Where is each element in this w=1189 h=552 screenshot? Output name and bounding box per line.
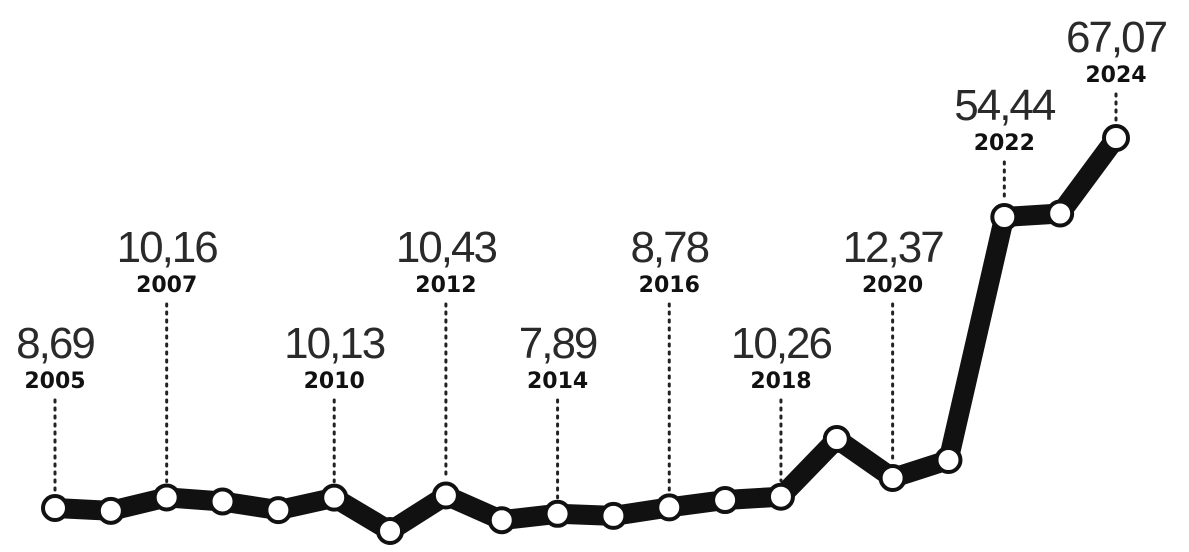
data-point-2009 — [264, 496, 293, 525]
data-point-2019 — [822, 425, 851, 453]
data-points — [41, 124, 1130, 545]
data-point-2006 — [96, 496, 125, 525]
value-label-2005: 8,69 — [16, 319, 94, 368]
year-label-2018: 2018 — [750, 369, 811, 394]
value-label-2014: 7,89 — [519, 319, 597, 368]
data-point-2022 — [990, 203, 1019, 231]
year-label-2022: 2022 — [974, 131, 1035, 156]
value-label-2016: 8,78 — [630, 223, 708, 272]
data-point-2011 — [376, 517, 405, 545]
data-point-2016 — [655, 493, 684, 522]
data-point-2021 — [934, 446, 963, 474]
data-point-2008 — [208, 487, 237, 516]
data-point-2024 — [1102, 124, 1130, 152]
data-point-2010 — [320, 483, 349, 512]
value-label-2024: 67,07 — [1066, 13, 1167, 62]
data-point-2012 — [431, 481, 460, 510]
data-point-2007 — [152, 483, 181, 512]
data-point-2013 — [487, 506, 516, 535]
year-label-2005: 2005 — [24, 369, 85, 394]
value-label-2007: 10,16 — [117, 223, 218, 272]
data-point-2017 — [711, 486, 740, 515]
value-label-2010: 10,13 — [284, 319, 385, 368]
year-label-2014: 2014 — [527, 369, 588, 394]
year-label-2010: 2010 — [304, 369, 365, 394]
year-label-2020: 2020 — [862, 273, 923, 298]
value-label-2018: 10,26 — [731, 319, 832, 368]
value-label-2012: 10,43 — [396, 223, 497, 272]
leader-lines — [53, 92, 1118, 500]
data-point-2005 — [41, 494, 69, 523]
year-label-2016: 2016 — [639, 273, 700, 298]
data-point-2020 — [878, 464, 907, 492]
data-labels: 8,69200510,16200710,13201010,4320127,892… — [16, 13, 1168, 394]
data-point-2018 — [766, 482, 795, 511]
year-label-2024: 2024 — [1085, 63, 1146, 88]
value-label-2020: 12,37 — [843, 223, 944, 272]
data-point-2014 — [543, 499, 572, 528]
data-point-2015 — [599, 501, 628, 530]
value-label-2022: 54,44 — [954, 81, 1056, 130]
year-label-2007: 2007 — [136, 273, 197, 298]
data-point-2023 — [1046, 199, 1075, 228]
year-label-2012: 2012 — [415, 273, 476, 298]
